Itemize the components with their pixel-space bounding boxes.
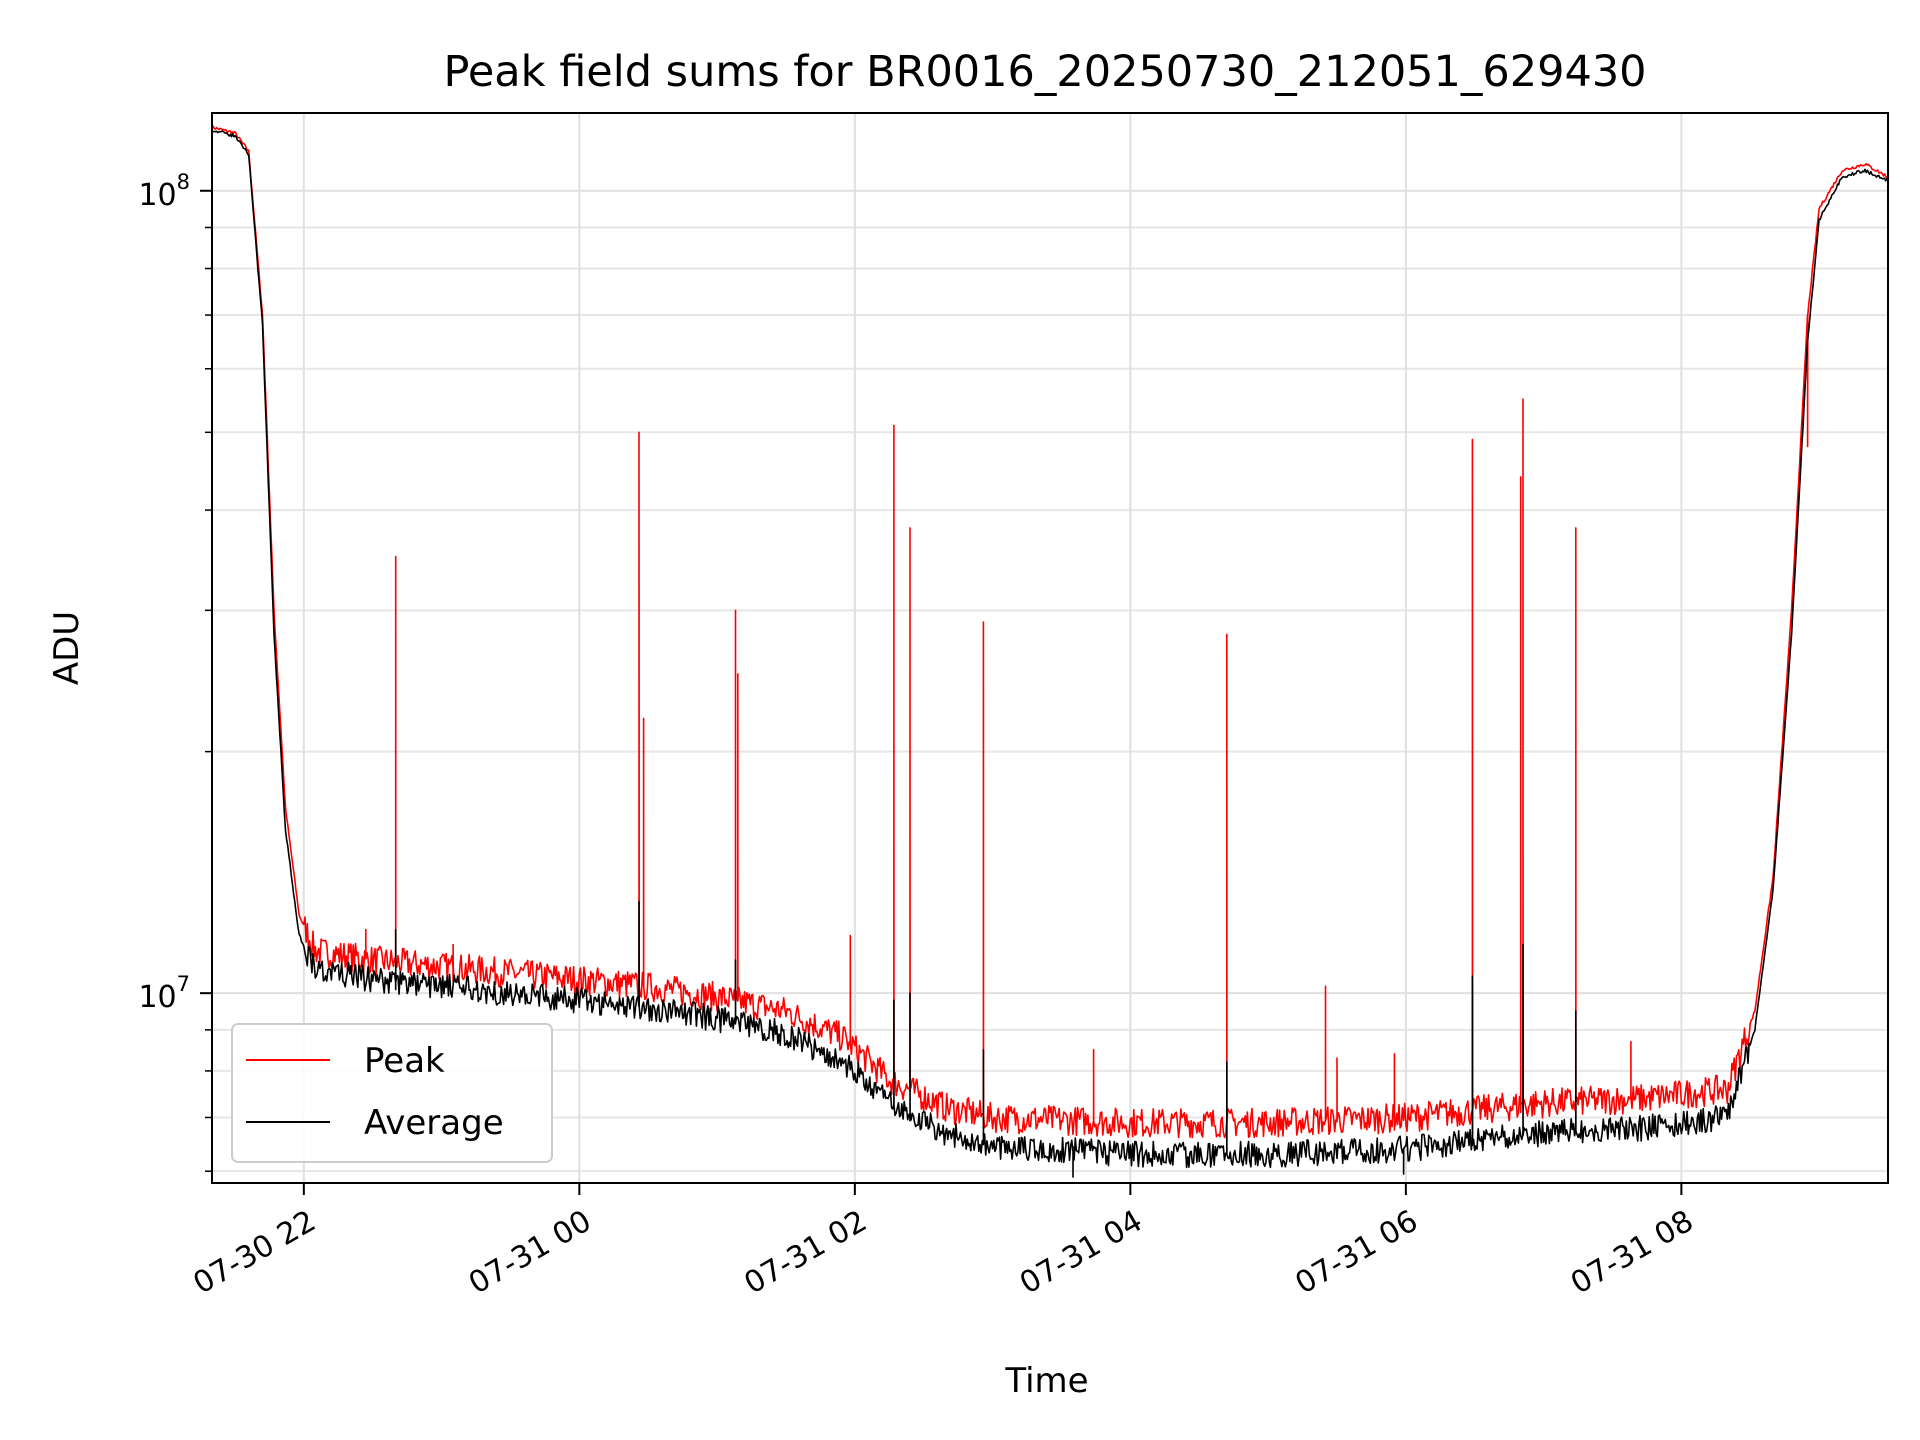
y-tick-label: 107 xyxy=(138,972,190,1015)
legend-peak-label: Peak xyxy=(364,1041,445,1081)
chart-title: Peak field sums for BR0016_20250730_2120… xyxy=(443,47,1646,97)
legend: Peak Average xyxy=(231,1023,553,1163)
x-axis-label: Time xyxy=(1004,1361,1088,1401)
series-line-average xyxy=(212,130,1888,1178)
y-axis-label: ADU xyxy=(47,611,87,685)
series-group xyxy=(212,125,1888,1178)
plot-frame xyxy=(211,112,1889,1184)
legend-average-label: Average xyxy=(364,1103,504,1143)
series-line-peak xyxy=(212,125,1888,1139)
y-axis: 107 108 xyxy=(138,170,212,1172)
y-tick-label: 108 xyxy=(138,170,190,213)
legend-box xyxy=(231,1023,553,1163)
